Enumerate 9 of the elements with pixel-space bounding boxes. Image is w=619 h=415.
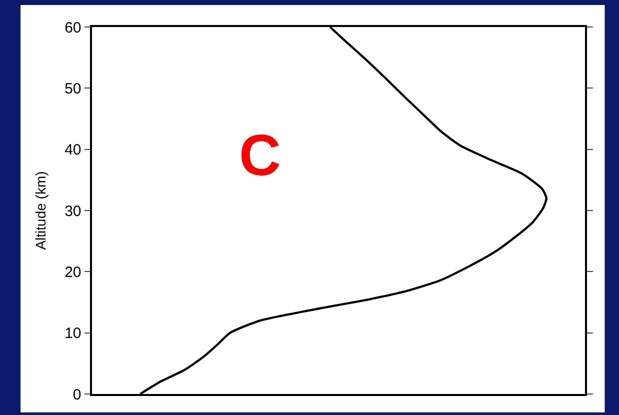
y-tick-label: 30 xyxy=(64,202,82,220)
y-tick-label: 20 xyxy=(64,264,82,281)
y-tick-label: 10 xyxy=(64,325,82,342)
y-tick-label: 0 xyxy=(72,386,82,404)
annotation: C xyxy=(239,123,281,188)
y-axis-title: Altitude (km) xyxy=(32,171,49,250)
y-tick-label: 40 xyxy=(64,142,82,159)
y-tick-label: 60 xyxy=(64,19,82,36)
y-tick-label: 50 xyxy=(64,80,82,98)
